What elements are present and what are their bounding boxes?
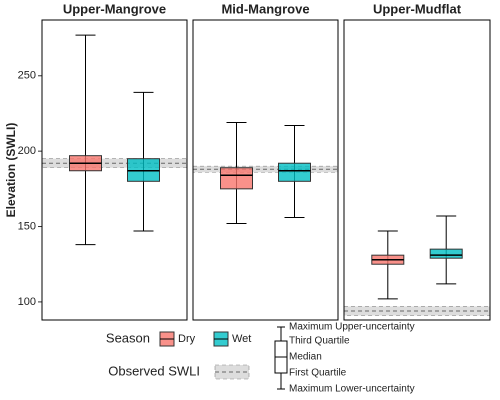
y-tick-label: 100 xyxy=(18,296,36,308)
observed-legend-label: Observed SWLI xyxy=(108,363,200,378)
key-label: Third Quartile xyxy=(289,336,350,347)
box xyxy=(429,248,463,259)
key-label: Median xyxy=(289,352,322,363)
panel-title: Mid-Mangrove xyxy=(221,1,309,16)
panel-title: Upper-Mangrove xyxy=(63,1,166,16)
legend-title: Season xyxy=(106,330,150,345)
panel-border xyxy=(41,19,188,321)
panel-border xyxy=(343,19,491,321)
panel-border xyxy=(192,19,339,321)
y-tick-label: 250 xyxy=(18,70,36,82)
y-tick-label: 200 xyxy=(18,145,36,157)
legend-label: Wet xyxy=(232,333,251,345)
key-label: First Quartile xyxy=(289,368,347,379)
box xyxy=(220,167,253,190)
panel-title: Upper-Mudflat xyxy=(373,1,462,16)
y-axis-label: Elevation (SWLI) xyxy=(4,123,18,218)
box xyxy=(127,158,160,182)
key-label: Maximum Upper-uncertainty xyxy=(289,322,415,333)
box xyxy=(278,162,311,182)
key-label: Maximum Lower-uncertainty xyxy=(289,384,415,395)
y-tick-label: 150 xyxy=(18,220,36,232)
legend-label: Dry xyxy=(178,333,196,345)
